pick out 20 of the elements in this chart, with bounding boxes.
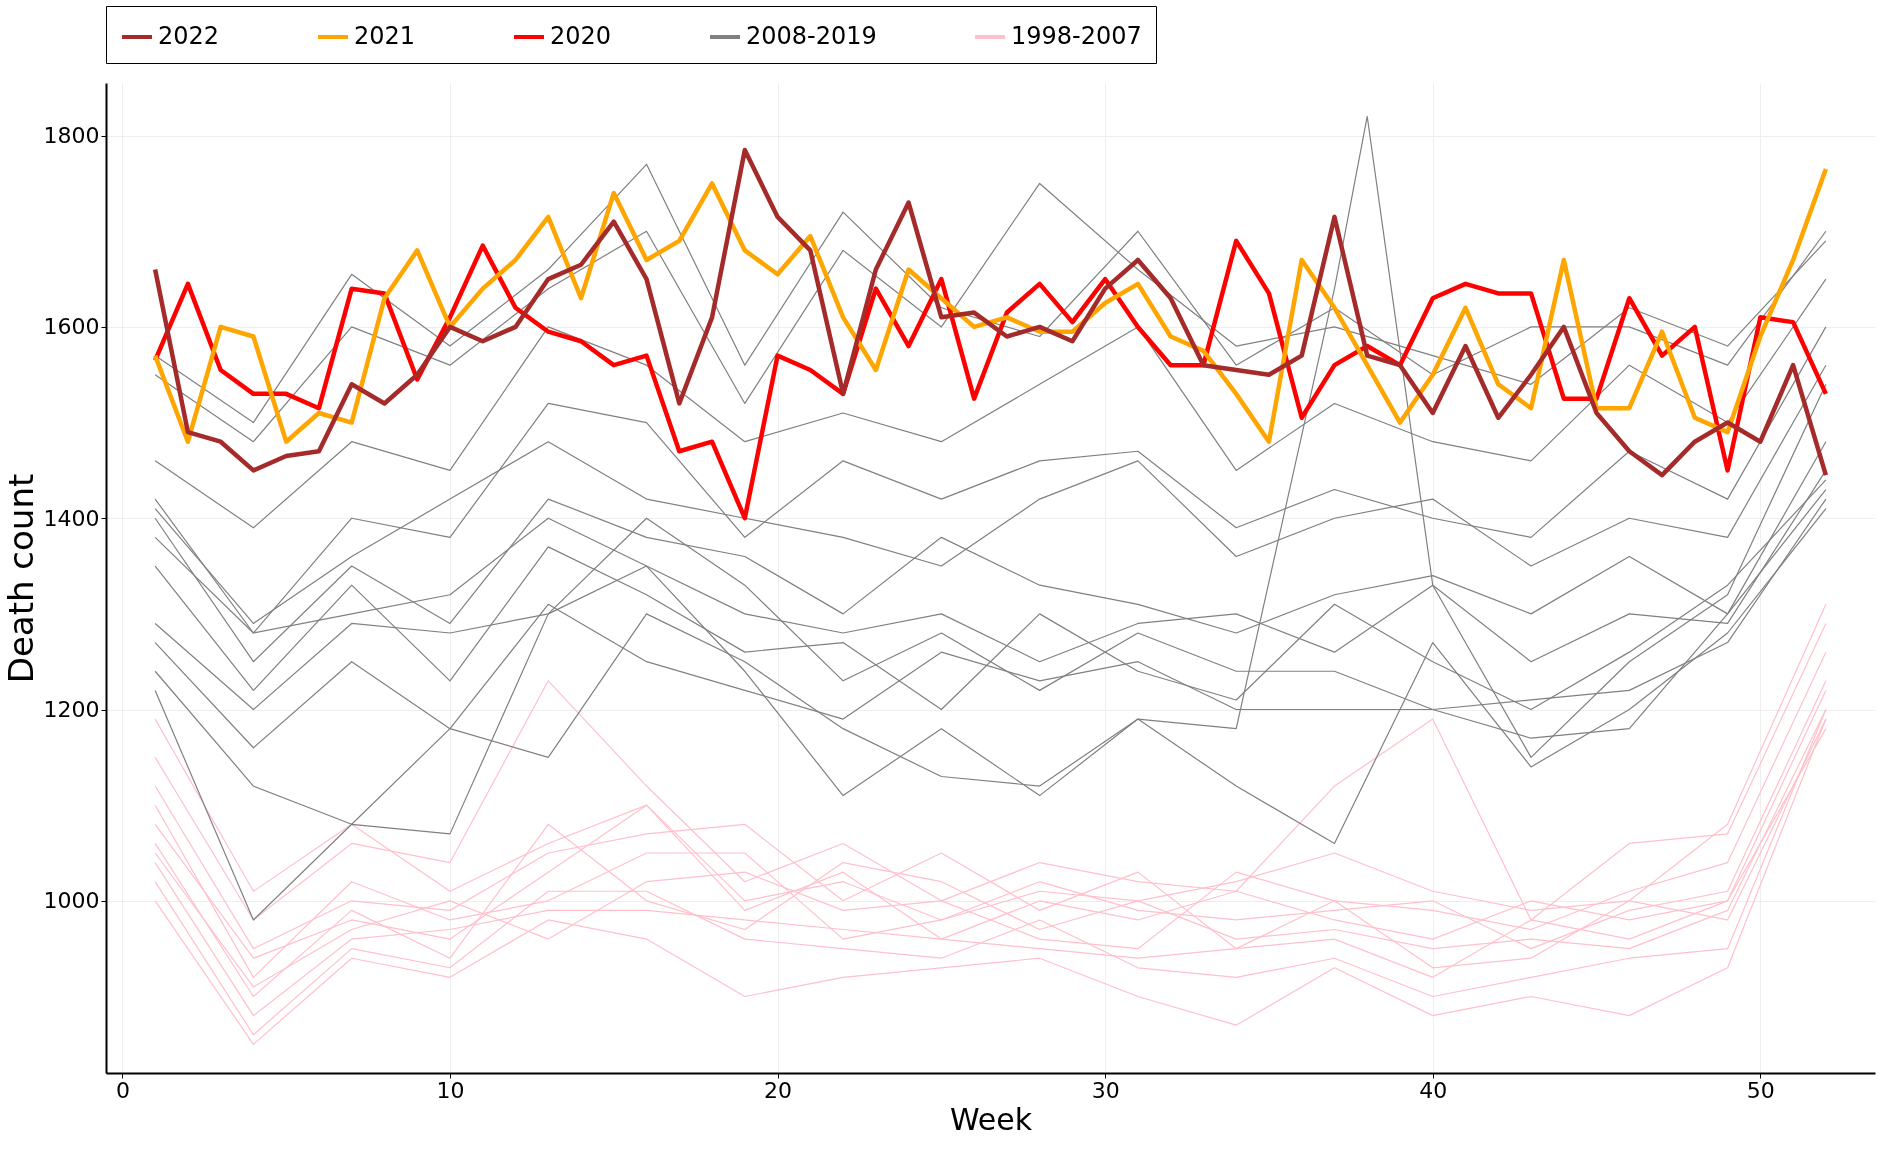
x-tick-label: 20 xyxy=(764,1077,793,1103)
legend-label: 2021 xyxy=(354,22,416,50)
y-tick-label: 1800 xyxy=(43,123,100,149)
legend-label: 2022 xyxy=(158,22,220,50)
x-tick-label: 40 xyxy=(1419,1077,1448,1103)
x-axis-title: Week xyxy=(949,1101,1033,1137)
legend-label: 2008-2019 xyxy=(746,22,877,50)
x-tick-label: 0 xyxy=(115,1077,130,1103)
y-tick-label: 1400 xyxy=(43,505,100,531)
legend-label: 1998-2007 xyxy=(1011,22,1142,50)
line-series xyxy=(154,115,1827,921)
legend-label: 2020 xyxy=(550,22,612,50)
y-tick-label: 1200 xyxy=(43,697,100,723)
x-tick-label: 30 xyxy=(1091,1077,1120,1103)
y-tick-label: 1600 xyxy=(43,314,100,340)
x-tick-label: 10 xyxy=(436,1077,465,1103)
y-tick-label: 1000 xyxy=(43,888,100,914)
x-tick-label: 50 xyxy=(1746,1077,1775,1103)
line-series xyxy=(152,147,1829,478)
y-axis-title: Death count xyxy=(0,473,41,684)
